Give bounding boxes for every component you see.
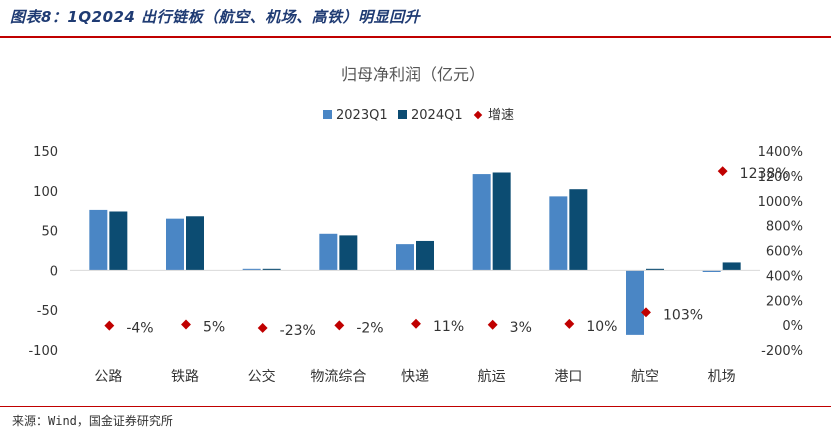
bar-2023q1 — [396, 244, 414, 271]
legend-marker-growth — [473, 110, 483, 120]
legend: 2023Q1 2024Q1 增速 — [323, 108, 514, 123]
y-tick-label: -50 — [37, 304, 58, 319]
category-label: 港口 — [554, 369, 582, 385]
y2-tick-label: 400% — [766, 269, 803, 284]
growth-marker — [181, 319, 191, 330]
y-tick-label: 50 — [41, 225, 58, 240]
bar-2023q1 — [89, 209, 108, 271]
category-label: 航空 — [631, 369, 659, 385]
y-tick-label: 0 — [50, 264, 58, 279]
y2-tick-label: -200% — [761, 344, 803, 359]
bar-2024q1 — [109, 211, 128, 271]
category-label: 快递 — [401, 369, 429, 385]
bar-2023q1 — [702, 270, 721, 272]
growth-marker — [564, 318, 575, 329]
bar-2023q1 — [319, 233, 338, 271]
bar-2023q1 — [549, 196, 568, 271]
bar-2023q1 — [166, 218, 184, 271]
category-label: 公路 — [94, 369, 122, 385]
growth-label: 5% — [203, 320, 225, 336]
footer-rule — [0, 406, 831, 407]
bar-2023q1 — [626, 270, 644, 335]
growth-marker — [487, 319, 498, 330]
growth-label: -2% — [356, 320, 383, 336]
bar-2024q1 — [722, 262, 741, 271]
y2-tick-label: 1200% — [758, 170, 803, 185]
y-tick-label: -100 — [28, 344, 58, 359]
category-label: 物流综合 — [310, 369, 366, 385]
legend-label-2024q1: 2024Q1 — [411, 108, 463, 123]
growth-marker — [641, 307, 651, 318]
chart-title: 归母净利润（亿元） — [341, 65, 485, 84]
y2-tick-label: 1400% — [758, 145, 803, 160]
category-label: 机场 — [708, 369, 736, 385]
bar-2024q1 — [492, 172, 511, 271]
y2-tick-label: 800% — [766, 220, 803, 235]
growth-label: 10% — [586, 319, 617, 335]
growth-label: 3% — [510, 320, 532, 336]
plot-area: 150 100 50 0 -50 -100 1400% 1200% 1000% 800% 600% 4… — [28, 145, 803, 385]
title-underline — [0, 36, 831, 38]
growth-marker — [257, 323, 268, 333]
category-label: 航运 — [478, 369, 506, 385]
growth-marker — [717, 166, 728, 177]
growth-marker — [411, 318, 421, 329]
y2-tick-label: 600% — [766, 245, 803, 260]
figure-title: 图表8：1Q2024 出行链板（航空、机场、高铁）明显回升 — [10, 8, 421, 26]
growth-label: 11% — [433, 319, 464, 335]
growth-label: -23% — [280, 323, 316, 339]
growth-label: 103% — [663, 307, 703, 323]
bar-2023q1 — [242, 268, 261, 271]
bar-2024q1 — [569, 189, 588, 271]
category-label: 铁路 — [171, 369, 199, 385]
y2-tick-label: 0% — [782, 319, 803, 334]
source-note: 来源：Wind，国金证券研究所 — [12, 414, 173, 428]
bar-2024q1 — [416, 240, 434, 271]
y2-tick-label: 200% — [766, 294, 803, 309]
bar-2024q1 — [186, 216, 204, 271]
y-tick-label: 150 — [33, 145, 58, 160]
y-tick-label: 100 — [33, 185, 58, 200]
bar-2023q1 — [472, 174, 491, 271]
bar-2024q1 — [262, 268, 281, 271]
y2-tick-label: 1000% — [758, 195, 803, 210]
bar-2024q1 — [646, 268, 664, 271]
bar-2024q1 — [339, 235, 358, 271]
legend-swatch-2023q1 — [323, 110, 332, 119]
legend-swatch-2024q1 — [398, 110, 407, 119]
growth-label: 1238% — [740, 166, 789, 182]
legend-label-2023q1: 2023Q1 — [336, 108, 388, 123]
legend-label-growth: 增速 — [488, 108, 514, 123]
growth-marker — [104, 320, 115, 331]
category-label: 公交 — [248, 368, 276, 385]
growth-label: -4% — [126, 321, 153, 337]
growth-marker — [334, 320, 345, 331]
